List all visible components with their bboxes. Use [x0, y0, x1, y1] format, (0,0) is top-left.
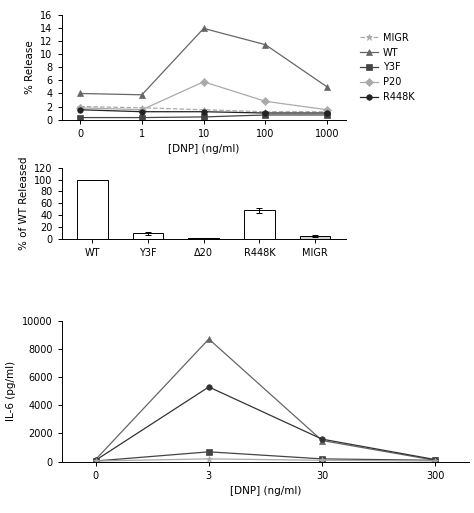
Bar: [133, 233, 163, 239]
Bar: [244, 210, 274, 239]
Bar: [77, 180, 108, 239]
X-axis label: [DNP] (ng/ml): [DNP] (ng/ml): [168, 144, 239, 154]
Bar: [188, 238, 219, 239]
Y-axis label: % of WT Released: % of WT Released: [18, 156, 28, 250]
Y-axis label: % Release: % Release: [25, 41, 35, 94]
Y-axis label: IL-6 (pg/ml): IL-6 (pg/ml): [7, 361, 17, 421]
Legend: MIGR, WT, Y3F, Р20, R448K: MIGR, WT, Y3F, Р20, R448K: [361, 33, 414, 102]
X-axis label: [DNP] (ng/ml): [DNP] (ng/ml): [230, 486, 301, 496]
Bar: [300, 236, 330, 239]
